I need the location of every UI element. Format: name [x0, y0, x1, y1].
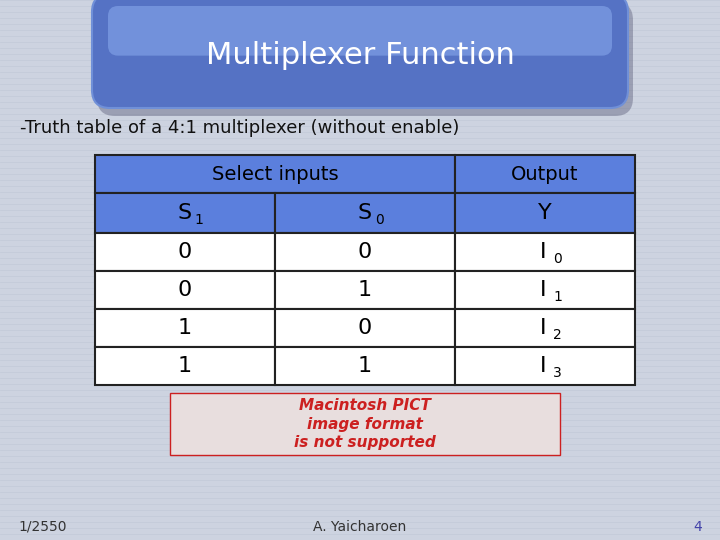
FancyBboxPatch shape [92, 0, 628, 108]
Text: 0: 0 [358, 242, 372, 262]
Text: 1: 1 [178, 318, 192, 338]
FancyBboxPatch shape [108, 6, 612, 56]
Text: Multiplexer Function: Multiplexer Function [206, 40, 514, 70]
Text: -Truth table of a 4:1 multiplexer (without enable): -Truth table of a 4:1 multiplexer (witho… [20, 119, 459, 137]
Text: I: I [540, 356, 546, 376]
Text: Y: Y [539, 203, 552, 223]
Text: 0: 0 [178, 280, 192, 300]
Bar [455, 193, 635, 233]
FancyBboxPatch shape [97, 2, 633, 116]
Text: 1: 1 [195, 213, 204, 227]
Text: image format: image format [307, 416, 423, 431]
Text: S: S [178, 203, 192, 223]
Text: S: S [358, 203, 372, 223]
Text: I: I [540, 318, 546, 338]
Text: 2: 2 [553, 328, 562, 342]
Text: 0: 0 [178, 242, 192, 262]
Bar [275, 271, 455, 309]
Bar [275, 347, 455, 385]
Text: I: I [540, 242, 546, 262]
Bar [275, 193, 455, 233]
Bar [275, 233, 455, 271]
Bar [170, 393, 560, 455]
Bar [95, 193, 275, 233]
Text: 1: 1 [553, 290, 562, 304]
Text: 0: 0 [553, 252, 562, 266]
Text: 0: 0 [375, 213, 384, 227]
Text: is not supported: is not supported [294, 435, 436, 449]
Bar [95, 233, 275, 271]
Bar [455, 233, 635, 271]
Bar [95, 309, 275, 347]
Text: I: I [540, 280, 546, 300]
Text: 0: 0 [358, 318, 372, 338]
Text: 4: 4 [693, 520, 702, 534]
Text: Macintosh PICT: Macintosh PICT [299, 399, 431, 414]
Bar [95, 271, 275, 309]
Bar [455, 309, 635, 347]
Text: A. Yaicharoen: A. Yaicharoen [313, 520, 407, 534]
Text: 1: 1 [178, 356, 192, 376]
Text: 1: 1 [358, 280, 372, 300]
Text: 3: 3 [553, 366, 562, 380]
Bar [95, 155, 455, 193]
Text: Output: Output [511, 165, 579, 184]
Bar [95, 347, 275, 385]
Bar [455, 271, 635, 309]
Text: 1: 1 [358, 356, 372, 376]
Bar [275, 309, 455, 347]
Text: Select inputs: Select inputs [212, 165, 338, 184]
Text: 1/2550: 1/2550 [18, 520, 66, 534]
Bar [455, 347, 635, 385]
Bar [455, 155, 635, 193]
